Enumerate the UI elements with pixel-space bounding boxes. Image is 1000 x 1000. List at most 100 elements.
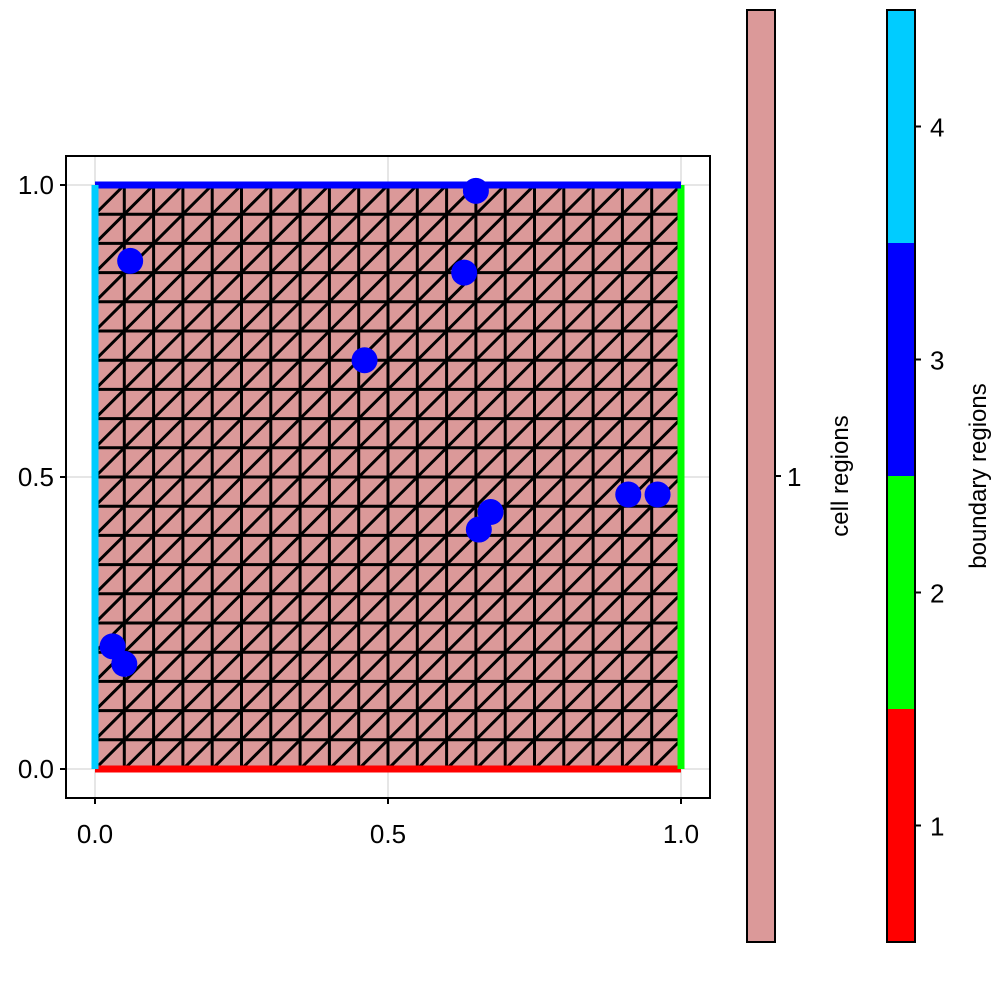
mesh-diagonal — [299, 183, 331, 216]
mesh-diagonal — [269, 242, 302, 274]
mesh-diagonal — [357, 592, 390, 625]
mesh-diagonal — [357, 738, 390, 771]
mesh-diagonal — [123, 680, 155, 712]
mesh-diagonal — [445, 505, 477, 537]
y-axis-ticks: 0.0 0.5 1.0 — [18, 170, 66, 784]
mesh-diagonal — [328, 709, 360, 741]
mesh-diagonal — [562, 475, 595, 508]
mesh-diagonal — [152, 505, 184, 537]
mesh-diagonal — [386, 563, 419, 595]
mesh-diagonal — [504, 359, 536, 391]
mesh-diagonal — [299, 505, 331, 537]
mesh-diagonal — [445, 446, 477, 479]
mesh-diagonal — [562, 417, 595, 449]
mesh-diagonal — [650, 592, 683, 625]
mesh-diagonal — [152, 709, 184, 741]
x-tick-label: 0.0 — [77, 819, 113, 849]
mesh-diagonal — [533, 563, 565, 595]
mesh-diagonal — [269, 329, 302, 362]
mesh-diagonal — [152, 271, 184, 303]
mesh-diagonal — [328, 563, 360, 595]
mesh-diagonal — [357, 621, 390, 654]
mesh-diagonal — [592, 651, 624, 683]
mesh-diagonal — [474, 680, 507, 712]
mesh-diagonal — [357, 563, 390, 595]
mesh-diagonal — [504, 475, 536, 508]
mesh-diagonal — [533, 621, 565, 654]
mesh-diagonal — [445, 680, 477, 712]
mesh-diagonal — [152, 329, 184, 362]
mesh-diagonal — [650, 534, 683, 566]
mesh-diagonal — [533, 242, 565, 274]
mesh-diagonal — [592, 592, 624, 625]
mesh-diagonal — [562, 388, 595, 420]
mesh-diagonal — [474, 651, 507, 683]
mesh-diagonal — [474, 213, 507, 245]
x-axis-ticks: 0.0 0.5 1.0 — [77, 798, 699, 849]
mesh-diagonal — [299, 680, 331, 712]
mesh-diagonal — [93, 359, 126, 391]
mesh-diagonal — [562, 329, 595, 362]
mesh-diagonal — [386, 738, 419, 771]
mesh-diagonal — [123, 388, 155, 420]
mesh-diagonal — [592, 680, 624, 712]
mesh-diagonal — [240, 388, 272, 420]
mesh-diagonal — [181, 709, 214, 741]
mesh-diagonal — [504, 621, 536, 654]
mesh-diagonal — [93, 271, 126, 303]
mesh-diagonal — [181, 300, 214, 333]
mesh-diagonal — [592, 300, 624, 333]
mesh-diagonal — [504, 388, 536, 420]
mesh-diagonal — [211, 621, 243, 654]
mesh-diagonal — [269, 271, 302, 303]
mesh-diagonal — [386, 651, 419, 683]
mesh-diagonal — [269, 738, 302, 771]
mesh-diagonal — [386, 592, 419, 625]
mesh-diagonal — [386, 446, 419, 479]
mesh-diagonal — [592, 709, 624, 741]
mesh-diagonal — [93, 300, 126, 333]
mesh-diagonal — [621, 534, 653, 566]
mesh-diagonal — [93, 505, 126, 537]
mesh-diagonal — [533, 359, 565, 391]
mesh-diagonal — [562, 709, 595, 741]
mesh-diagonal — [181, 359, 214, 391]
mesh-diagonal — [93, 563, 126, 595]
mesh-diagonal — [181, 534, 214, 566]
mesh-diagonal — [386, 213, 419, 245]
mesh-diagonal — [504, 651, 536, 683]
mesh-diagonal — [181, 183, 214, 216]
mesh-diagonal — [123, 651, 155, 683]
mesh-diagonal — [328, 183, 360, 216]
mesh-diagonal — [474, 300, 507, 333]
mesh-diagonal — [181, 621, 214, 654]
mesh-diagonal — [474, 183, 507, 216]
mesh-diagonal — [621, 213, 653, 245]
mesh-diagonal — [269, 563, 302, 595]
mesh-diagonal — [416, 592, 448, 625]
mesh-diagonal — [299, 563, 331, 595]
mesh-diagonal — [650, 183, 683, 216]
mesh-diagonal — [240, 446, 272, 479]
mesh-diagonal — [386, 417, 419, 449]
mesh-diagonal — [445, 359, 477, 391]
mesh-diagonal — [328, 651, 360, 683]
mesh-diagonal — [93, 242, 126, 274]
mesh-diagonal — [504, 505, 536, 537]
mesh-diagonal — [328, 388, 360, 420]
mesh-diagonal — [621, 709, 653, 741]
mesh-diagonal — [211, 680, 243, 712]
mesh-diagonal — [240, 329, 272, 362]
mesh-diagonal — [152, 359, 184, 391]
mesh-diagonal — [504, 709, 536, 741]
mesh-diagonal — [328, 621, 360, 654]
mesh-diagonal — [650, 213, 683, 245]
mesh-diagonal — [328, 417, 360, 449]
mesh-diagonal — [562, 592, 595, 625]
mesh-diagonal — [328, 534, 360, 566]
mesh-diagonal — [416, 417, 448, 449]
mesh-diagonal — [299, 446, 331, 479]
mesh-diagonal — [357, 271, 390, 303]
mesh-diagonal — [211, 271, 243, 303]
mesh-diagonal — [299, 388, 331, 420]
